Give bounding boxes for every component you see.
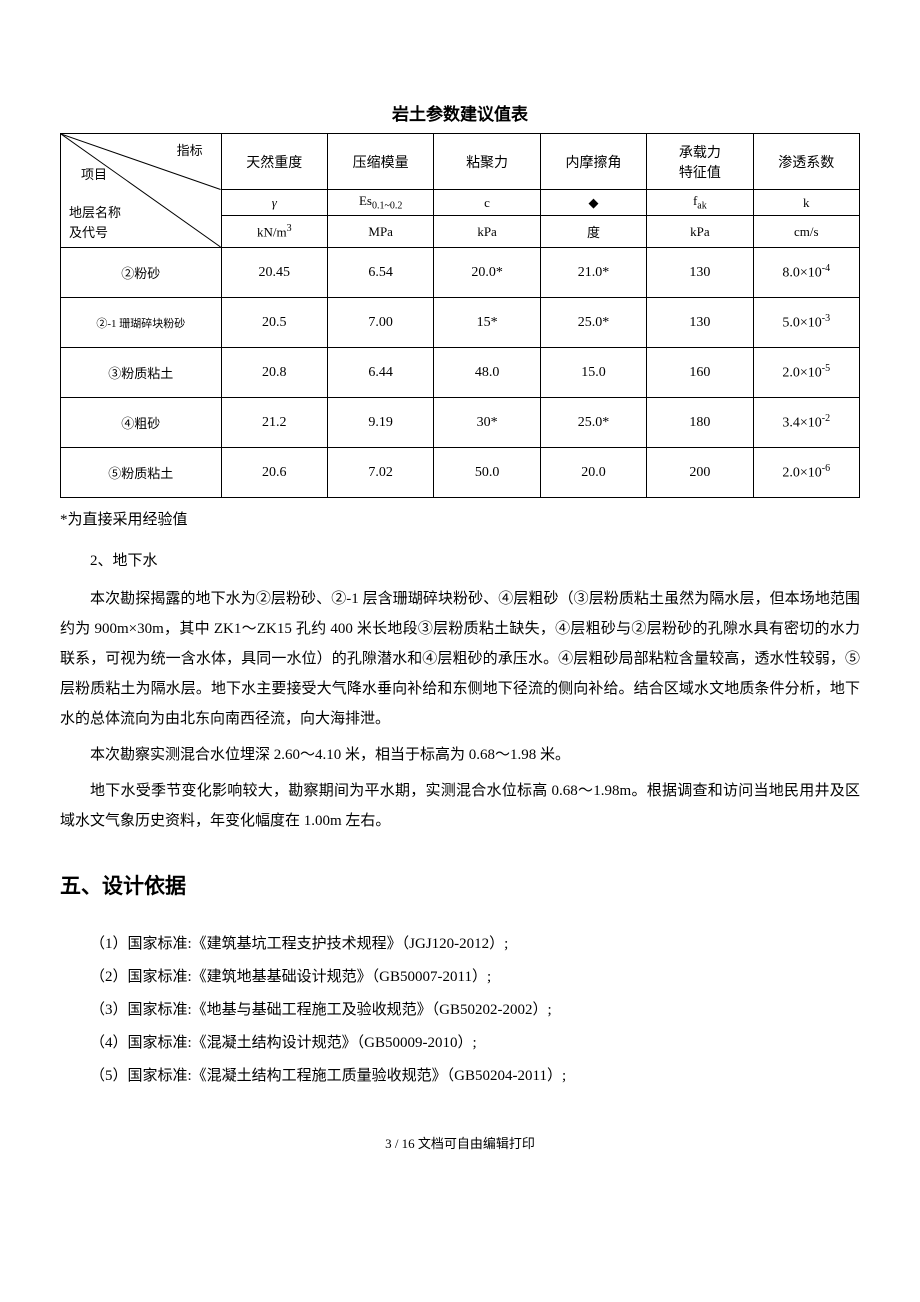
data-cell: 20.8 (221, 348, 327, 398)
data-cell: 160 (647, 348, 753, 398)
data-cell: 25.0* (540, 398, 646, 448)
standard-item: （1）国家标准:《建筑基坑工程支护技术规程》（JGJ120-2012）; (60, 928, 860, 961)
data-cell: 180 (647, 398, 753, 448)
col-unit: MPa (327, 216, 433, 248)
col-unit: kN/m3 (221, 216, 327, 248)
paragraph: 本次勘察实测混合水位埋深 2.60～4.10 米，相当于标高为 0.68～1.9… (60, 740, 860, 770)
data-cell: 8.0×10-4 (753, 248, 859, 298)
layer-name-cell: ③粉质粘土 (61, 348, 222, 398)
col-header: 粘聚力 (434, 134, 540, 190)
page-footer: 3 / 16 文档可自由编辑打印 (60, 1133, 860, 1152)
standard-item: （2）国家标准:《建筑地基基础设计规范》（GB50007-2011）; (60, 961, 860, 994)
col-symbol: γ (221, 190, 327, 216)
data-cell: 15.0 (540, 348, 646, 398)
data-cell: 2.0×10-6 (753, 448, 859, 498)
data-cell: 20.0* (434, 248, 540, 298)
diagonal-header-cell: 指标 项目 地层名称 及代号 (61, 134, 222, 248)
data-cell: 21.0* (540, 248, 646, 298)
data-cell: 6.54 (327, 248, 433, 298)
diag-label-layer-1: 地层名称 (69, 202, 121, 221)
data-cell: 6.44 (327, 348, 433, 398)
col-symbol: k (753, 190, 859, 216)
section-2-label: 2、地下水 (60, 549, 860, 570)
table-header-row-1: 指标 项目 地层名称 及代号 天然重度 压缩模量 粘聚力 内摩擦角 承载力 特征… (61, 134, 860, 190)
layer-name-cell: ②-1 珊瑚碎块粉砂 (61, 298, 222, 348)
table-note: *为直接采用经验值 (60, 508, 860, 529)
diag-label-indicator: 指标 (177, 140, 203, 159)
col-symbol: fak (647, 190, 753, 216)
heading-5: 五、设计依据 (60, 870, 860, 900)
data-cell: 50.0 (434, 448, 540, 498)
table-row: ⑤粉质粘土20.67.0250.020.02002.0×10-6 (61, 448, 860, 498)
data-cell: 130 (647, 248, 753, 298)
data-cell: 20.45 (221, 248, 327, 298)
data-cell: 9.19 (327, 398, 433, 448)
layer-name-cell: ②粉砂 (61, 248, 222, 298)
data-cell: 48.0 (434, 348, 540, 398)
paragraph: 本次勘探揭露的地下水为②层粉砂、②-1 层含珊瑚碎块粉砂、④层粗砂（③层粉质粘土… (60, 584, 860, 734)
col-unit: kPa (647, 216, 753, 248)
diag-label-layer-2: 及代号 (69, 222, 108, 241)
data-cell: 200 (647, 448, 753, 498)
col-header: 天然重度 (221, 134, 327, 190)
standard-item: （5）国家标准:《混凝土结构工程施工质量验收规范》（GB50204-2011）; (60, 1060, 860, 1093)
data-cell: 130 (647, 298, 753, 348)
col-header: 内摩擦角 (540, 134, 646, 190)
col-unit: kPa (434, 216, 540, 248)
col-header: 压缩模量 (327, 134, 433, 190)
standard-item: （4）国家标准:《混凝土结构设计规范》（GB50009-2010）; (60, 1027, 860, 1060)
data-cell: 5.0×10-3 (753, 298, 859, 348)
col-symbol: c (434, 190, 540, 216)
data-cell: 30* (434, 398, 540, 448)
data-cell: 3.4×10-2 (753, 398, 859, 448)
data-cell: 15* (434, 298, 540, 348)
standard-item: （3）国家标准:《地基与基础工程施工及验收规范》（GB50202-2002）; (60, 994, 860, 1027)
data-cell: 7.00 (327, 298, 433, 348)
data-cell: 20.5 (221, 298, 327, 348)
col-unit: cm/s (753, 216, 859, 248)
layer-name-cell: ⑤粉质粘土 (61, 448, 222, 498)
diag-label-item: 项目 (81, 164, 107, 183)
paragraph: 地下水受季节变化影响较大，勘察期间为平水期，实测混合水位标高 0.68～1.98… (60, 776, 860, 836)
data-cell: 2.0×10-5 (753, 348, 859, 398)
col-symbol: ◆ (540, 190, 646, 216)
layer-name-cell: ④粗砂 (61, 398, 222, 448)
data-cell: 7.02 (327, 448, 433, 498)
data-cell: 20.6 (221, 448, 327, 498)
table-row: ④粗砂21.29.1930*25.0*1803.4×10-2 (61, 398, 860, 448)
col-unit: 度 (540, 216, 646, 248)
data-cell: 21.2 (221, 398, 327, 448)
table-row: ②粉砂20.456.5420.0*21.0*1308.0×10-4 (61, 248, 860, 298)
table-row: ③粉质粘土20.86.4448.015.01602.0×10-5 (61, 348, 860, 398)
data-cell: 20.0 (540, 448, 646, 498)
col-header: 承载力 特征值 (647, 134, 753, 190)
col-header: 渗透系数 (753, 134, 859, 190)
data-cell: 25.0* (540, 298, 646, 348)
col-symbol: Es0.1~0.2 (327, 190, 433, 216)
table-title: 岩土参数建议值表 (60, 100, 860, 125)
table-row: ②-1 珊瑚碎块粉砂20.57.0015*25.0*1305.0×10-3 (61, 298, 860, 348)
geo-parameters-table: 指标 项目 地层名称 及代号 天然重度 压缩模量 粘聚力 内摩擦角 承载力 特征… (60, 133, 860, 498)
